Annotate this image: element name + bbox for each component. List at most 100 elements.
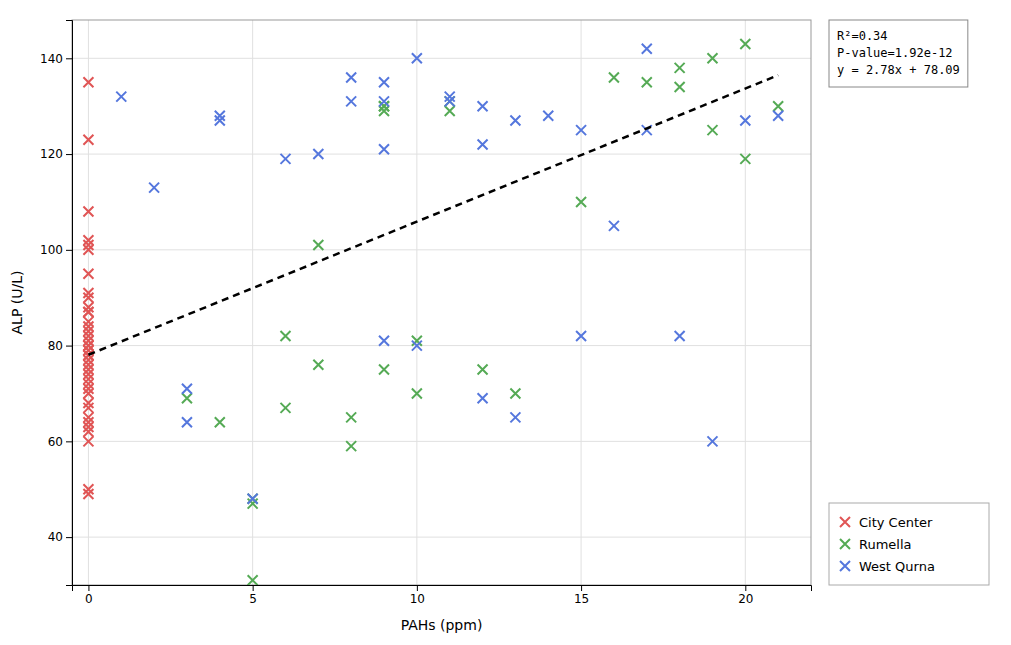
tick-mark [66,537,72,538]
tick-label: 40 [48,530,63,544]
annotation: R²=0.34 P-value=1.92e-12 y = 2.78x + 78.09 [829,20,968,87]
point [707,53,717,63]
tick-mark [745,585,746,591]
point [83,489,93,499]
y-axis: 40 60 80 100 120 140 [40,21,72,586]
marks [83,39,783,585]
tick-label: 10 [410,592,425,606]
legend-item: City Center [840,515,933,530]
point [740,154,750,164]
tick-label: 20 [738,592,753,606]
tick-mark [66,154,72,155]
point [478,139,488,149]
point [412,388,422,398]
point [280,331,290,341]
tick: 140 [40,52,72,66]
annotation-text: y = 2.78x + 78.09 [837,63,960,77]
grid-line [72,537,811,538]
tick-label: 15 [574,592,589,606]
point [412,53,422,63]
series [83,77,93,499]
point [248,575,258,585]
annotation-text: P-value=1.92e-12 [837,46,953,60]
tick-mark [66,441,72,442]
point [510,388,520,398]
chart: 05101520406080100120140PAHs (ppm)ALP (U/… [0,0,1011,645]
tick-mark [253,585,254,591]
regression-line [88,75,778,355]
point [609,221,619,231]
tick: 10 [410,585,425,606]
tick: 20 [738,585,753,606]
point [642,77,652,87]
point [83,245,93,255]
point [510,412,520,422]
tick-label: 0 [85,592,93,606]
point [707,436,717,446]
point [642,44,652,54]
point [707,125,717,135]
point [478,393,488,403]
legend-symbol [840,517,850,527]
point [740,116,750,126]
tick: 120 [40,147,72,161]
point [379,106,389,116]
tick-mark [66,346,72,347]
point [248,494,258,504]
tick-mark [417,585,418,591]
point [83,207,93,217]
legend-item: Rumella [840,537,912,552]
tick-label: 140 [40,52,63,66]
tick: 60 [48,435,72,449]
legend-symbol [840,539,850,549]
point [609,72,619,82]
tick: 0 [85,585,93,606]
point [675,82,685,92]
grid [72,20,811,585]
y-axis-title: ALP (U/L) [9,271,25,335]
point [543,111,553,121]
point [83,307,93,317]
point [280,154,290,164]
point [773,101,783,111]
point [83,293,93,303]
point [740,39,750,49]
annotation-box [829,20,968,87]
plot-frame [72,20,811,585]
axis-line [73,586,812,592]
series [182,39,783,585]
legend-label: City Center [859,515,933,530]
tick-label: 80 [48,339,63,353]
point [379,365,389,375]
tick-label: 100 [40,243,63,257]
point [675,331,685,341]
point [379,96,389,106]
grid-line [581,20,582,585]
grid-line [72,249,811,250]
legend: City Center Rumella West Qurna [829,503,989,585]
tick: 15 [574,585,589,606]
tick-mark [88,585,89,591]
point [379,336,389,346]
legend-symbol [840,561,850,571]
grid-line [416,20,417,585]
point [83,403,93,413]
plot: 0 5 10 15 20 40 60 80 100 120 140 [40,20,811,606]
point [83,307,93,317]
point [576,125,586,135]
tick: 80 [48,339,72,353]
point [478,101,488,111]
point [576,197,586,207]
tick: 5 [249,585,257,606]
annotation-text: R²=0.34 [837,29,888,43]
point [445,96,455,106]
legend-label: Rumella [859,537,912,552]
grid-line [72,58,811,59]
grid-line [72,345,811,346]
point [83,436,93,446]
point [346,96,356,106]
point [346,412,356,422]
point [675,63,685,73]
legend-item: West Qurna [840,559,935,574]
axis-line [66,21,73,586]
